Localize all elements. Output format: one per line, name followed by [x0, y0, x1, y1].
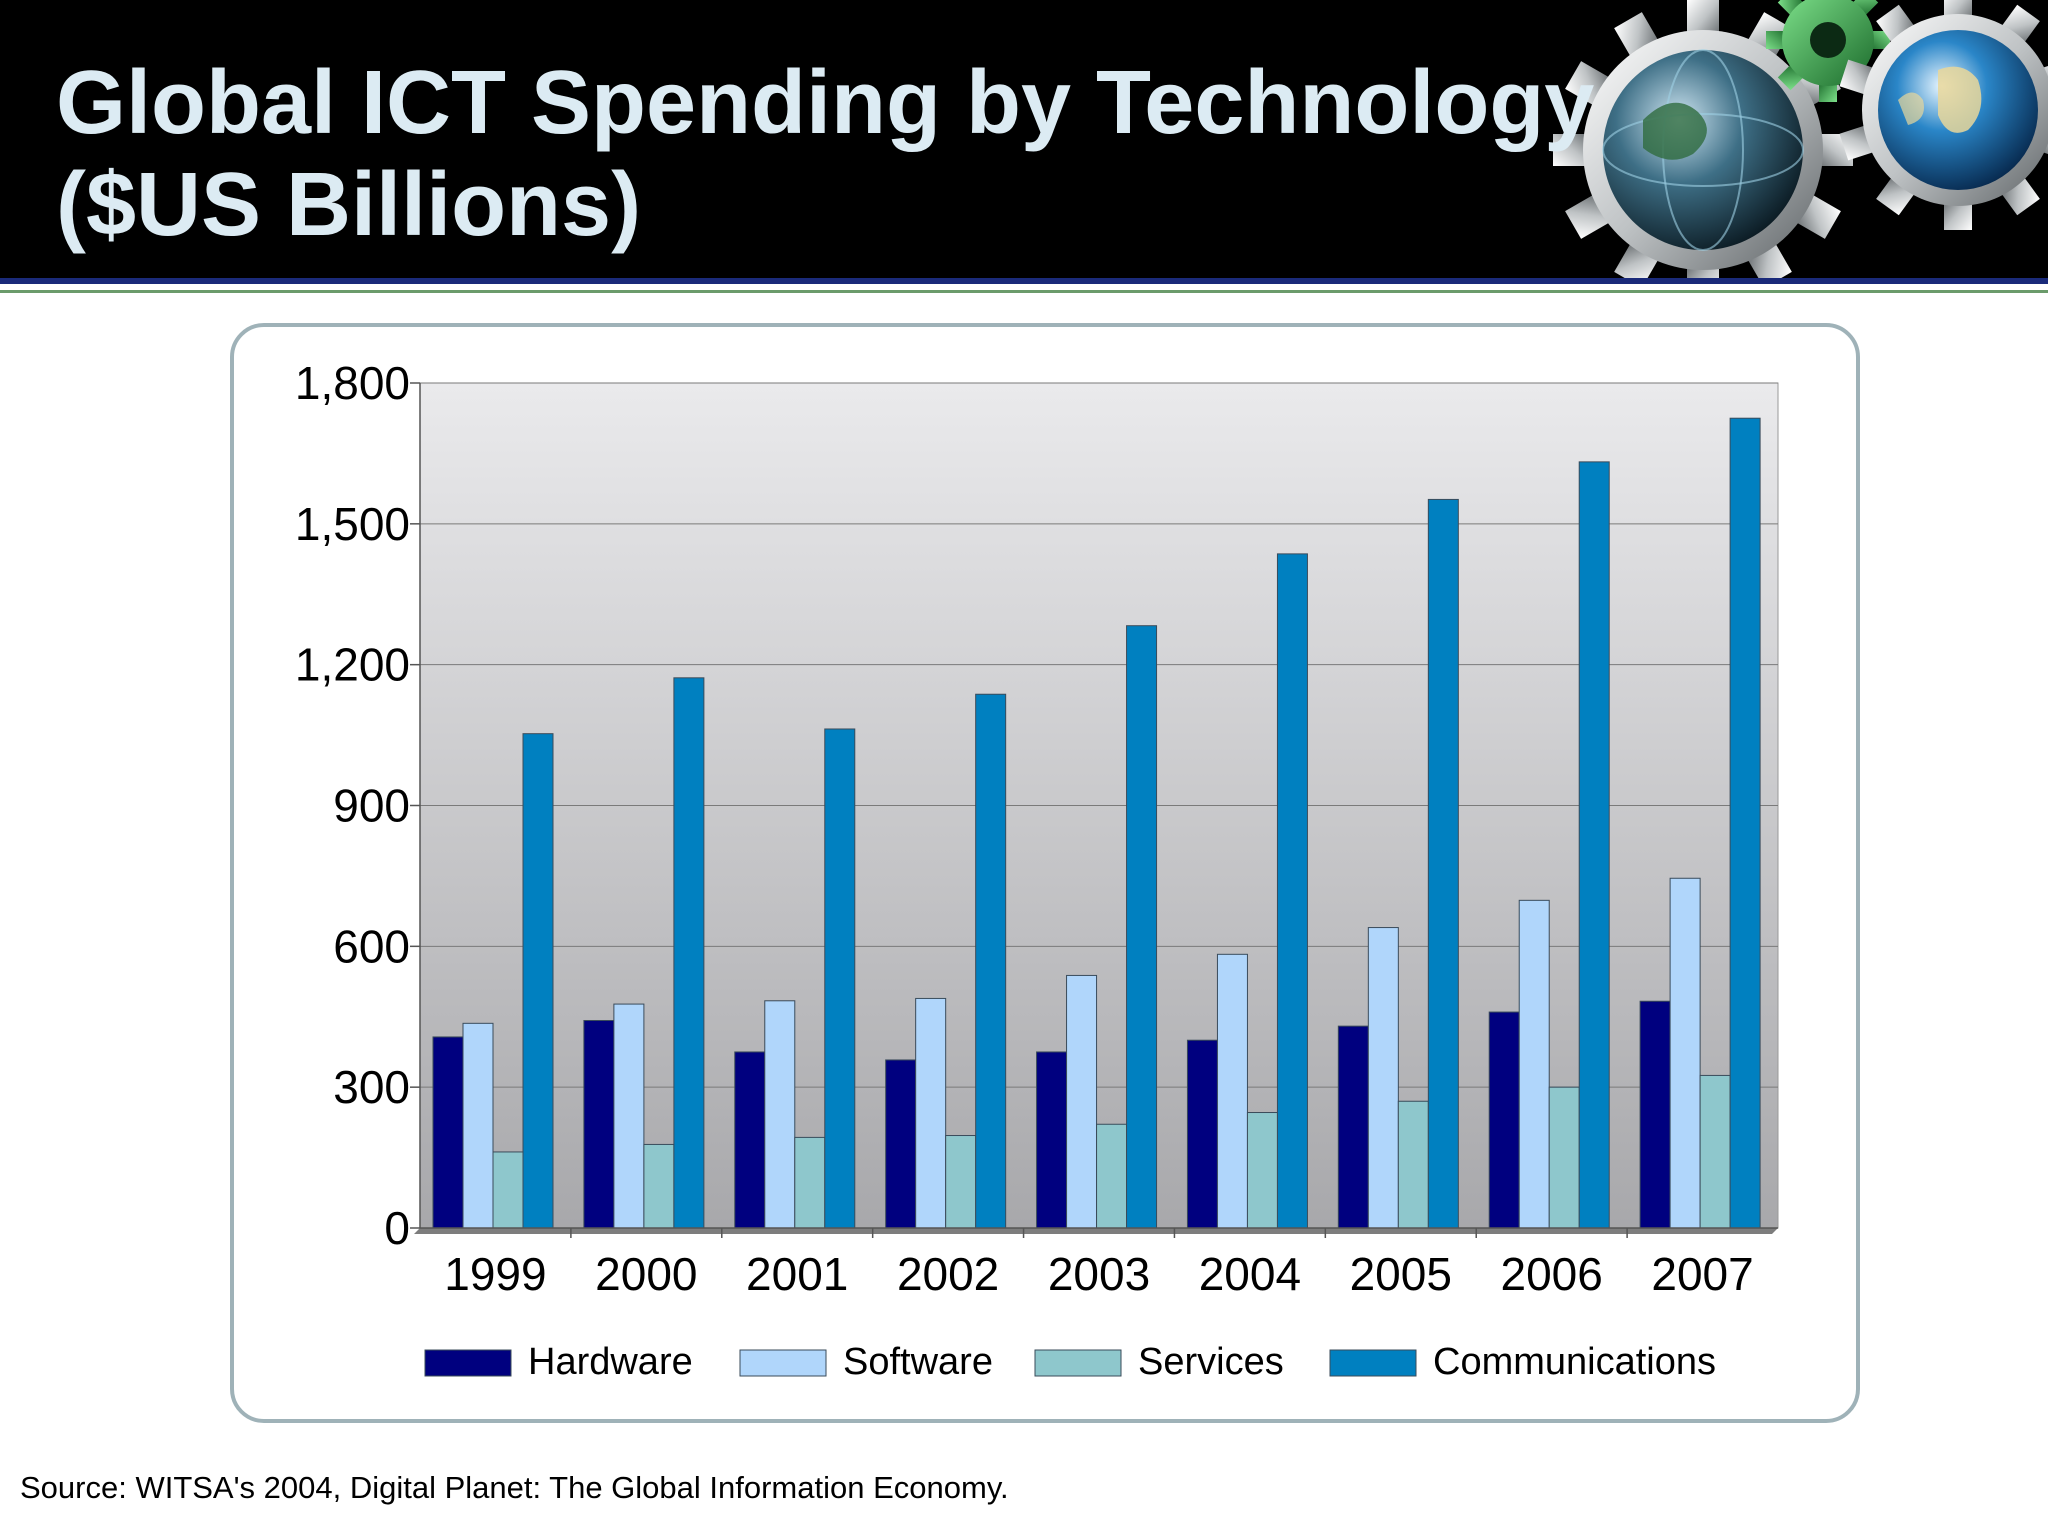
- x-tick-label: 2007: [1651, 1248, 1753, 1300]
- bar-chart: 0 300 600 900 1,200 1,500 1,800 1999 2000 2001 200…: [295, 357, 1779, 1383]
- bar-software-2000: [613, 1003, 645, 1229]
- plot-floor: [414, 1228, 1778, 1234]
- bar-software-1999: [462, 1022, 494, 1229]
- legend-label-hardware: Hardware: [528, 1341, 693, 1383]
- bar-software-2006: [1518, 899, 1550, 1229]
- bar-hardware-2001: [734, 1051, 766, 1229]
- bar-software-2004: [1216, 953, 1248, 1229]
- bar-services-2003: [1096, 1123, 1128, 1229]
- y-tick-label: 1,200: [295, 639, 410, 691]
- y-tick-label: 1,500: [295, 498, 410, 550]
- bar-hardware-2002: [885, 1059, 917, 1229]
- x-tick-label: 2006: [1500, 1248, 1602, 1300]
- y-tick-label: 900: [333, 780, 410, 832]
- bar-software-2001: [764, 1000, 796, 1229]
- bar-services-2004: [1246, 1112, 1278, 1229]
- bar-hardware-2004: [1186, 1039, 1218, 1229]
- bar-communications-2002: [975, 693, 1007, 1229]
- y-tick-label: 1,800: [295, 357, 410, 409]
- slide-title-line-2: ($US Billions): [56, 155, 642, 255]
- x-tick-label: 2005: [1350, 1248, 1452, 1300]
- bar-services-2001: [794, 1136, 826, 1229]
- x-tick-label: 2003: [1048, 1248, 1150, 1300]
- bar-services-2002: [945, 1135, 977, 1229]
- bar-hardware-2000: [583, 1020, 615, 1229]
- bar-communications-2004: [1276, 553, 1308, 1229]
- legend-label-communications: Communications: [1433, 1341, 1716, 1383]
- header-rule-green: [0, 290, 2048, 293]
- bar-communications-2000: [673, 677, 705, 1229]
- header-rule-blue: [0, 278, 2048, 284]
- legend-label-services: Services: [1138, 1341, 1284, 1383]
- header-banner: Global ICT Spending by Technology ($US B…: [0, 0, 2048, 278]
- bar-software-2007: [1669, 877, 1701, 1229]
- bar-communications-2005: [1427, 498, 1459, 1229]
- bar-hardware-2003: [1036, 1051, 1068, 1229]
- legend-swatch-services: [1034, 1349, 1122, 1377]
- x-tick-label: 2001: [746, 1248, 848, 1300]
- globe-gears-banner-icon: [1553, 0, 2048, 278]
- source-note: Source: WITSA's 2004, Digital Planet: Th…: [20, 1470, 1009, 1505]
- bar-services-2007: [1699, 1074, 1731, 1229]
- bar-services-2000: [643, 1143, 675, 1229]
- x-tick-label: 2002: [897, 1248, 999, 1300]
- bar-communications-2006: [1578, 461, 1610, 1229]
- bar-hardware-2005: [1337, 1025, 1369, 1229]
- bar-hardware-2007: [1639, 1000, 1671, 1229]
- legend-label-software: Software: [843, 1341, 993, 1383]
- legend-swatch-communications: [1329, 1349, 1417, 1377]
- bar-services-2005: [1397, 1100, 1429, 1229]
- bar-software-2003: [1066, 974, 1098, 1229]
- x-tick-label: 2000: [595, 1248, 697, 1300]
- slide-title-line-1: Global ICT Spending by Technology: [56, 53, 1595, 153]
- bar-services-2006: [1548, 1086, 1580, 1229]
- bar-communications-2007: [1729, 417, 1761, 1229]
- x-tick-label: 2004: [1199, 1248, 1301, 1300]
- bar-hardware-1999: [432, 1036, 464, 1229]
- bar-software-2002: [915, 997, 947, 1229]
- y-tick-label: 300: [333, 1061, 410, 1113]
- legend-swatch-hardware: [424, 1349, 512, 1377]
- bar-hardware-2006: [1488, 1011, 1520, 1229]
- bar-communications-1999: [522, 733, 554, 1229]
- bar-communications-2001: [824, 728, 856, 1229]
- bar-communications-2003: [1126, 625, 1158, 1229]
- slide-title: Global ICT Spending by Technology ($US B…: [56, 52, 1594, 256]
- x-tick-label: 1999: [444, 1248, 546, 1300]
- legend-swatch-software: [739, 1349, 827, 1377]
- y-tick-label: 0: [384, 1202, 410, 1254]
- bar-software-2005: [1367, 927, 1399, 1229]
- y-tick-label: 600: [333, 920, 410, 972]
- bar-services-1999: [492, 1151, 524, 1229]
